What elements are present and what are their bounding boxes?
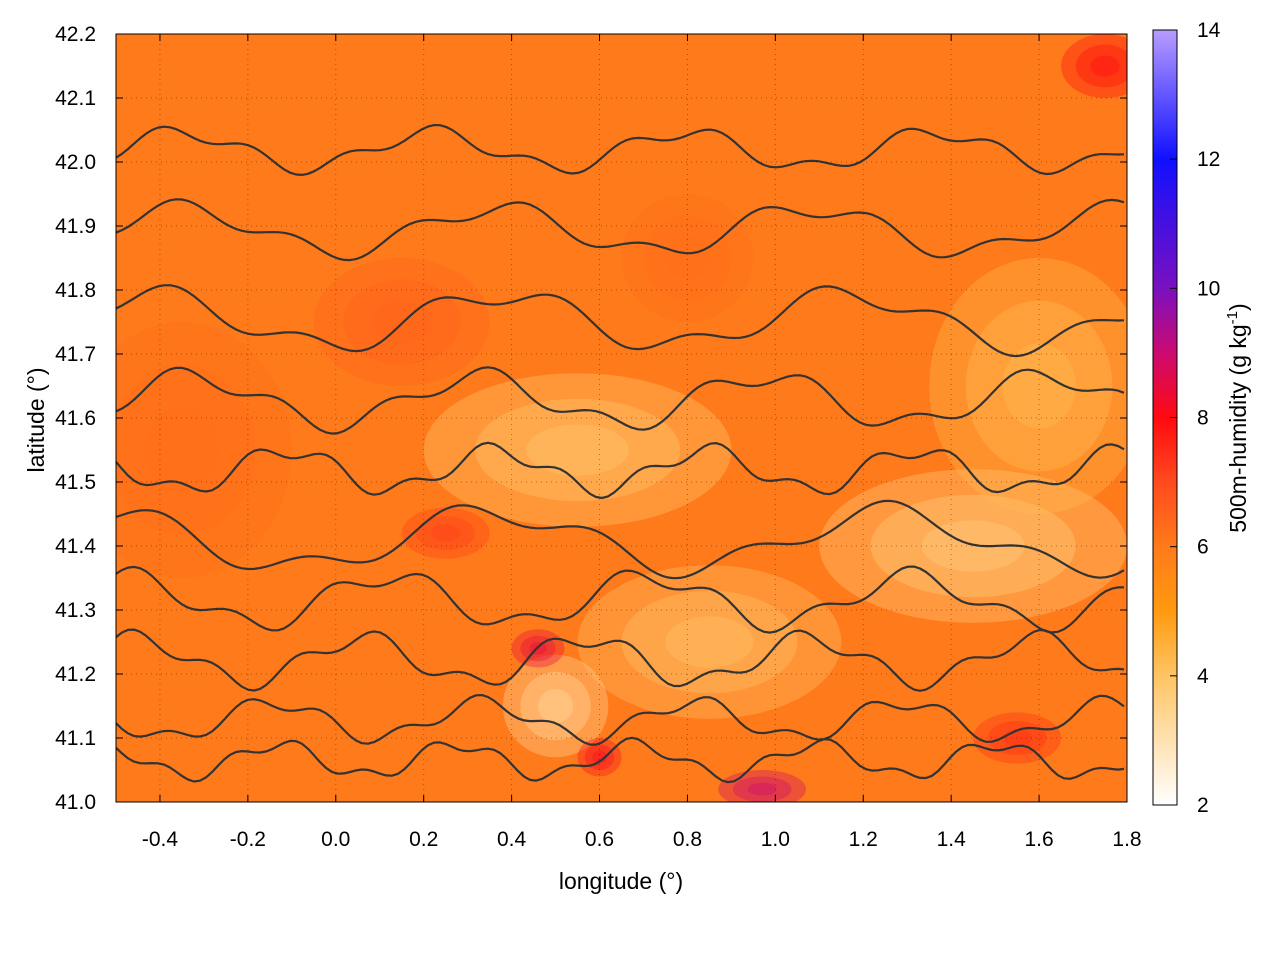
x-tick-label-9: 1.4 bbox=[937, 828, 967, 851]
humidity-feature-4-layer-1 bbox=[1002, 343, 1076, 429]
humidity-feature-4-layer-2 bbox=[965, 300, 1113, 472]
y-tick-label-11: 42.1 bbox=[55, 87, 96, 110]
x-tick-label-4: 0.4 bbox=[497, 828, 527, 851]
humidity-feature-3-layer-3 bbox=[577, 565, 842, 719]
y-tick-label-1: 41.1 bbox=[55, 727, 96, 750]
humidity-feature-12-layer-3 bbox=[1061, 34, 1127, 98]
y-tick-label-10: 42.0 bbox=[55, 151, 96, 174]
humidity-feature-11-layer-2 bbox=[987, 720, 1047, 756]
y-tick-label-0: 41.0 bbox=[55, 791, 96, 814]
humidity-feature-1-layer-3 bbox=[819, 469, 1127, 623]
y-tick-label-12: 42.2 bbox=[55, 23, 96, 46]
colorbar-tick-label-6: 14 bbox=[1197, 19, 1221, 42]
contour-line-0 bbox=[116, 124, 1125, 176]
x-tick-label-8: 1.2 bbox=[849, 828, 878, 851]
contour-line-9 bbox=[116, 736, 1125, 784]
contour-line-2 bbox=[116, 284, 1125, 358]
humidity-feature-5-layer-2 bbox=[116, 364, 256, 536]
contour-line-7 bbox=[116, 628, 1125, 692]
colorbar-tick-label-5: 12 bbox=[1197, 148, 1220, 171]
colorbar-tick-label-3: 8 bbox=[1197, 407, 1209, 430]
contour-line-6 bbox=[116, 565, 1125, 634]
contour-line-5 bbox=[116, 499, 1125, 580]
humidity-feature-8-layer-2 bbox=[416, 516, 475, 551]
colorbar: 2 4 6 8 10 12 14 500m-humidity (g kg-1) bbox=[1152, 19, 1251, 817]
humidity-feature-4-layer-3 bbox=[929, 258, 1127, 514]
humidity-feature-6-layer-3 bbox=[313, 258, 490, 386]
contour-line-8 bbox=[116, 694, 1125, 746]
humidity-feature-10-layer-1 bbox=[592, 750, 607, 764]
colorbar-ticks: 2 4 6 8 10 12 14 bbox=[1170, 19, 1221, 817]
humidity-feature-0-layer-1 bbox=[526, 424, 629, 476]
y-tick-label-6: 41.6 bbox=[55, 407, 96, 430]
colorbar-title: 500m-humidity (g kg-1) bbox=[1224, 303, 1251, 532]
y-tick-label-9: 41.9 bbox=[55, 215, 96, 238]
humidity-feature-9-layer-1 bbox=[747, 782, 777, 796]
colorbar-tick-label-0: 2 bbox=[1197, 794, 1209, 817]
colorbar-title-sup: -1 bbox=[1224, 311, 1241, 324]
colorbar-tick-label-4: 10 bbox=[1197, 277, 1220, 300]
y-tick-label-5: 41.5 bbox=[55, 471, 96, 494]
humidity-feature-2-layer-2 bbox=[520, 671, 591, 741]
humidity-feature-2-layer-1 bbox=[537, 688, 574, 724]
y-tick-label-2: 41.2 bbox=[55, 663, 96, 686]
x-tick-label-0: -0.4 bbox=[142, 828, 179, 851]
colorbar-title-close: ) bbox=[1225, 303, 1251, 311]
contour-lines bbox=[116, 124, 1125, 784]
x-tick-label-11: 1.8 bbox=[1112, 828, 1141, 851]
humidity-feature-3-layer-1 bbox=[665, 616, 754, 668]
x-tick-label-3: 0.2 bbox=[409, 828, 438, 851]
colorbar-tick-label-1: 4 bbox=[1197, 665, 1209, 688]
y-axis: 41.0 41.1 41.2 41.3 41.4 41.5 41.6 41.7 41.8 41.9… bbox=[55, 23, 1127, 814]
humidity-feature-13-layer-2 bbox=[643, 215, 732, 301]
humidity-feature-8-layer-1 bbox=[431, 524, 461, 542]
humidity-feature-5-layer-3 bbox=[116, 322, 292, 578]
x-tick-label-7: 1.0 bbox=[761, 828, 790, 851]
y-tick-label-8: 41.8 bbox=[55, 279, 96, 302]
colorbar-tick-label-2: 6 bbox=[1197, 536, 1209, 559]
x-tick-label-1: -0.2 bbox=[230, 828, 266, 851]
x-tick-label-5: 0.6 bbox=[585, 828, 614, 851]
colorbar-title-main: 500m-humidity (g kg bbox=[1225, 324, 1251, 532]
x-tick-label-2: 0.0 bbox=[321, 828, 350, 851]
humidity-feature-0-layer-3 bbox=[423, 373, 732, 527]
humidity-feature-12-layer-1 bbox=[1090, 55, 1120, 77]
humidity-feature-13-layer-1 bbox=[665, 236, 710, 280]
humidity-feature-1-layer-2 bbox=[870, 494, 1076, 598]
humidity-feature-13-layer-3 bbox=[621, 194, 754, 322]
grid-lines bbox=[116, 34, 1127, 802]
humidity-feature-0-layer-2 bbox=[474, 398, 681, 502]
x-tick-label-10: 1.6 bbox=[1024, 828, 1053, 851]
humidity-feature-5-layer-1 bbox=[145, 407, 219, 493]
x-axis-title: longitude (°) bbox=[559, 868, 683, 894]
contour-line-4 bbox=[116, 441, 1125, 500]
y-tick-label-4: 41.4 bbox=[55, 535, 96, 558]
y-tick-label-7: 41.7 bbox=[55, 343, 96, 366]
y-axis-title: latitude (°) bbox=[23, 367, 49, 472]
y-tick-label-3: 41.3 bbox=[55, 599, 96, 622]
humidity-feature-9-layer-2 bbox=[732, 776, 792, 802]
humidity-feature-8-layer-3 bbox=[401, 507, 490, 559]
contour-line-1 bbox=[116, 198, 1125, 262]
humidity-feature-10-layer-2 bbox=[584, 744, 615, 770]
x-axis: -0.4 -0.2 0.0 0.2 0.4 0.6 0.8 1.0 1.2 1.4 1.6 1.8 bbox=[142, 34, 1142, 851]
humidity-feature-2-layer-3 bbox=[502, 654, 609, 758]
humidity-feature-12-layer-2 bbox=[1075, 44, 1127, 88]
contour-line-3 bbox=[116, 366, 1125, 435]
x-tick-label-6: 0.8 bbox=[673, 828, 702, 851]
